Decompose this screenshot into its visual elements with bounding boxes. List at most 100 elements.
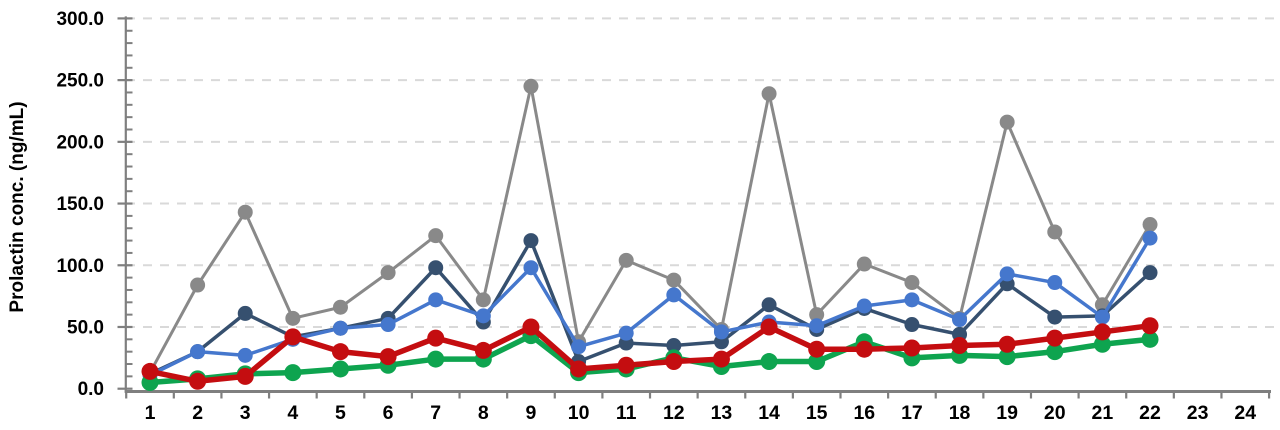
- y-axis: [117, 16, 133, 393]
- dark-blue-data-point: [761, 297, 777, 313]
- gray-data-point: [428, 228, 444, 244]
- red-data-point: [1141, 317, 1159, 335]
- x-tick-label: 7: [430, 402, 441, 424]
- dark-blue-data-point: [237, 305, 253, 321]
- light-blue-data-point: [380, 317, 396, 333]
- green-data-point: [1141, 330, 1159, 348]
- light-blue-data-point: [237, 347, 253, 363]
- red-data-point: [236, 367, 254, 385]
- light-blue-data-point: [952, 312, 968, 328]
- red-data-point: [998, 335, 1016, 353]
- x-tick-label: 10: [568, 402, 590, 424]
- green-data-point: [808, 353, 826, 371]
- red-data-point: [808, 340, 826, 358]
- x-tick-label: 2: [192, 402, 203, 424]
- light-blue-data-point: [1094, 309, 1110, 325]
- x-tick-label: 14: [758, 402, 780, 424]
- red-data-point: [617, 356, 635, 374]
- red-data-point: [522, 318, 540, 336]
- dark-blue-data-point: [1047, 309, 1063, 325]
- gray-data-point: [285, 310, 301, 326]
- red-data-point: [379, 348, 397, 366]
- red-data-point: [189, 372, 207, 390]
- dark-blue-data-point: [1142, 265, 1158, 281]
- gray-data-point: [809, 307, 825, 323]
- x-tick-labels: 1 2 3 4 5 6 7 8 9 10 11 12 13 14 15 16 17 18 19 20 21 22 23 24: [145, 402, 1257, 424]
- red-data-point: [141, 362, 159, 380]
- x-tick-label: 16: [853, 402, 875, 424]
- red-data-point: [1046, 329, 1064, 347]
- gray-data-point: [1047, 224, 1063, 240]
- gridlines: [126, 17, 1277, 328]
- y-tick-label: 250.0: [56, 71, 104, 92]
- gray-data-point: [999, 114, 1015, 130]
- x-tick-label: 21: [1092, 402, 1114, 424]
- y-tick-label: 200.0: [56, 132, 104, 153]
- x-tick-label: 5: [335, 402, 346, 424]
- light-blue-data-point: [713, 324, 729, 340]
- red-data-point: [712, 350, 730, 368]
- x-tick-label: 9: [526, 402, 537, 424]
- gray-data-point: [332, 299, 348, 315]
- series-plot-area: [141, 78, 1159, 392]
- gray-data-point: [237, 204, 253, 220]
- series-red: [141, 317, 1159, 390]
- green-data-point: [284, 364, 302, 382]
- red-data-point: [665, 353, 683, 371]
- red-data-point: [903, 339, 921, 357]
- red-data-point: [760, 318, 778, 336]
- gray-data-point: [761, 86, 777, 102]
- y-axis-title: Prolactin conc. (ng/mL): [7, 101, 28, 312]
- green-data-point: [427, 350, 445, 368]
- gray-data-point: [856, 256, 872, 272]
- green-data-point: [998, 348, 1016, 366]
- red-data-point: [474, 341, 492, 359]
- x-tick-label: 6: [383, 402, 394, 424]
- light-blue-data-point: [475, 308, 491, 324]
- gray-data-point: [618, 252, 634, 268]
- red-data-point: [1093, 323, 1111, 341]
- light-blue-data-point: [666, 287, 682, 303]
- x-tick-label: 19: [996, 402, 1018, 424]
- light-blue-data-point: [332, 320, 348, 336]
- x-axis: [124, 390, 1271, 399]
- light-blue-data-point: [190, 344, 206, 360]
- light-blue-data-point: [999, 266, 1015, 282]
- light-blue-data-point: [428, 292, 444, 308]
- red-data-point: [951, 336, 969, 354]
- y-tick-labels: 0.0 50.0 100.0 150.0 200.0 250.0 300.0: [56, 9, 104, 400]
- x-tick-label: 3: [240, 402, 251, 424]
- light-blue-data-point: [856, 298, 872, 314]
- x-tick-label: 23: [1187, 402, 1209, 424]
- gray-data-point: [190, 277, 206, 293]
- light-blue-data-point: [523, 260, 539, 276]
- gray-data-point: [475, 292, 491, 308]
- light-blue-data-point: [1047, 275, 1063, 291]
- x-tick-label: 11: [616, 402, 637, 424]
- light-blue-data-point: [571, 339, 587, 355]
- gray-data-point: [523, 78, 539, 94]
- x-tick-label: 22: [1139, 402, 1161, 424]
- x-tick-label: 1: [145, 402, 156, 424]
- red-data-point: [284, 328, 302, 346]
- light-blue-data-point: [809, 318, 825, 334]
- dark-blue-data-point: [428, 260, 444, 276]
- y-tick-label: 50.0: [67, 317, 104, 338]
- red-line: [147, 323, 1153, 385]
- gray-data-point: [904, 275, 920, 291]
- green-data-point: [760, 353, 778, 371]
- x-tick-label: 24: [1234, 402, 1256, 424]
- dark-blue-data-point: [523, 233, 539, 249]
- x-tick-label: 4: [287, 402, 298, 424]
- green-data-point: [331, 360, 349, 378]
- light-blue-line: [148, 236, 1152, 377]
- x-tick-label: 15: [806, 402, 828, 424]
- red-data-point: [570, 360, 588, 378]
- light-blue-data-point: [904, 292, 920, 308]
- y-tick-label: 300.0: [56, 9, 104, 30]
- green-data-point: [1093, 335, 1111, 353]
- x-tick-label: 17: [901, 402, 923, 424]
- gray-data-point: [380, 265, 396, 281]
